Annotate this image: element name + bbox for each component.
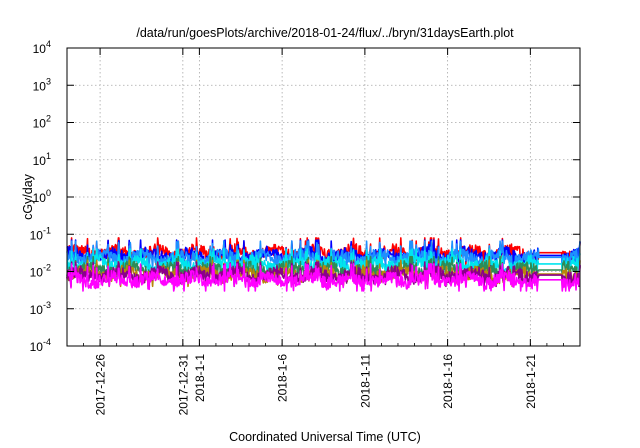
y-tick-label: 10-4: [30, 337, 51, 354]
y-tick-label: 10-2: [30, 263, 51, 280]
y-tick-label: 102: [33, 114, 51, 131]
grid: [67, 48, 580, 346]
y-tick-label: 10-3: [30, 300, 51, 317]
y-tick-label: 101: [33, 151, 51, 168]
y-tick-exponent: 4: [46, 39, 51, 49]
y-tick-exponent: -3: [43, 300, 51, 310]
y-tick-exponent: -1: [43, 225, 51, 235]
x-tick-label: 2018-1-16: [441, 354, 455, 409]
y-tick-label: 104: [33, 39, 51, 56]
chart-title: /data/run/goesPlots/archive/2018-01-24/f…: [136, 26, 514, 40]
y-tick-exponent: 1: [46, 151, 51, 161]
x-axis-ticks: 2017-12-26 2017-12-31 2018-1-1 2018-1-6 2018…: [66, 48, 581, 416]
series-line: [66, 263, 581, 292]
x-tick-label: 2018-1-1: [193, 354, 207, 402]
x-tick-label: 2018-1-21: [524, 354, 538, 409]
x-tick-label: 2017-12-26: [94, 354, 108, 416]
y-tick-label: 103: [33, 76, 51, 93]
y-tick-exponent: 0: [46, 188, 51, 198]
y-tick-exponent: -2: [43, 263, 51, 273]
plot-series: [66, 237, 581, 292]
x-tick-label: 2018-1-6: [276, 354, 290, 402]
y-tick-label: 100: [33, 188, 51, 205]
x-tick-label: 2018-1-11: [358, 354, 372, 408]
y-tick-exponent: -4: [43, 337, 51, 347]
x-axis-title: Coordinated Universal Time (UTC): [229, 430, 421, 444]
x-tick-label: 2017-12-31: [176, 354, 190, 416]
y-axis-title: cGy/day: [21, 173, 35, 220]
y-tick-label: 10-1: [30, 225, 51, 242]
y-tick-exponent: 2: [46, 114, 51, 124]
y-tick-exponent: 3: [46, 76, 51, 86]
